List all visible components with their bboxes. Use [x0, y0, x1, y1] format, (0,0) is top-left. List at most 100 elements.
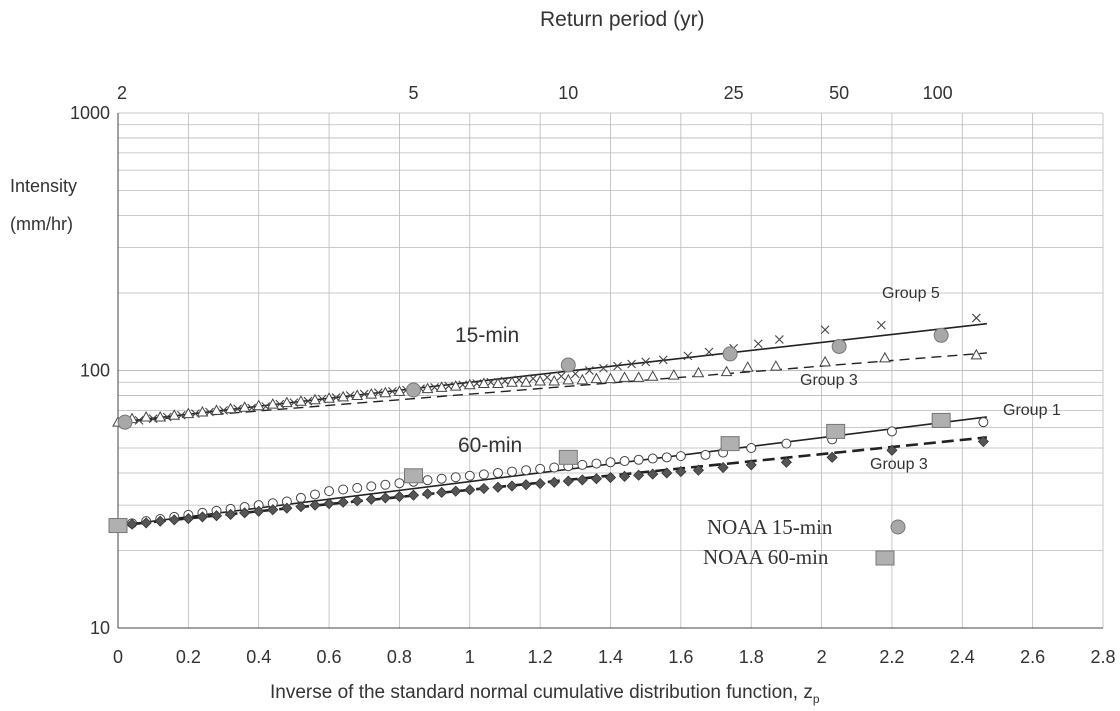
x-stroke: [641, 357, 651, 367]
data-point-diamond: [379, 492, 391, 504]
x-stroke: [486, 377, 496, 387]
data-point-circle: [605, 457, 616, 468]
data-point-diamond: [520, 479, 532, 491]
data-point-diamond: [826, 451, 838, 463]
data-point-triangle: [632, 371, 645, 382]
x-tick-label: 0.2: [176, 647, 201, 667]
top-tick-label: 100: [923, 83, 953, 103]
data-point-diamond: [562, 475, 574, 487]
data-point-x: [542, 373, 552, 382]
top-axis-title: Return period (yr): [540, 8, 705, 31]
x-tick-label: 1.4: [598, 647, 623, 667]
x-tick-label: 1: [465, 647, 475, 667]
data-point-noaa-60: [720, 436, 740, 452]
data-point-diamond: [225, 508, 237, 521]
data-point-diamond: [590, 473, 602, 485]
data-point-triangle: [168, 409, 181, 420]
data-point-noaa-60: [931, 412, 951, 428]
data-point-circle: [380, 479, 391, 490]
series-group: [108, 412, 951, 534]
top-tick-label: 10: [558, 83, 578, 103]
top-tick-label: 2: [117, 83, 127, 103]
data-point-circle: [700, 449, 711, 460]
data-point-triangle: [970, 348, 983, 360]
data-point-circle: [577, 459, 588, 470]
y-tick-label: 100: [80, 361, 110, 381]
x-stroke: [971, 313, 981, 323]
data-point-triangle: [337, 390, 349, 402]
data-point-circle: [450, 472, 461, 483]
data-point-diamond: [365, 493, 377, 505]
series-group: [117, 327, 949, 430]
x-tick-label: 1.8: [739, 647, 764, 667]
data-point-circle: [675, 451, 686, 462]
y-axis-title-line1: Intensity: [10, 176, 78, 196]
x-stroke: [345, 391, 355, 400]
data-point-noaa-15: [831, 338, 847, 354]
x-stroke: [388, 386, 397, 396]
data-point-diamond: [464, 484, 476, 496]
data-point-noaa-15: [722, 346, 738, 362]
data-point-diamond: [661, 467, 673, 479]
data-point-noaa-15: [933, 327, 949, 343]
data-point-x: [570, 369, 580, 379]
data-point-x: [876, 320, 886, 330]
data-point-circle: [633, 454, 644, 465]
annotation-group-5: Group 5: [882, 285, 940, 302]
legend-noaa-60-min: NOAA 60-min: [703, 545, 829, 569]
data-point-x: [820, 325, 830, 335]
data-point-triangle: [548, 375, 561, 386]
data-point-x: [683, 351, 693, 361]
data-point-circle: [324, 486, 335, 497]
data-point-triangle: [379, 386, 392, 398]
data-point-triangle: [478, 377, 490, 389]
data-point-x: [500, 376, 510, 386]
x-tick-label: 2: [817, 647, 827, 667]
data-point-diamond: [450, 485, 462, 497]
data-point-triangle: [692, 366, 705, 378]
data-point-circle: [535, 463, 546, 474]
data-point-diamond: [492, 481, 504, 493]
x-stroke: [599, 363, 608, 373]
data-point-triangle: [819, 355, 831, 367]
data-point-triangle: [506, 376, 518, 387]
data-point-triangle: [309, 393, 321, 405]
x-tick-label: 2.8: [1090, 647, 1115, 667]
data-point-diamond: [576, 474, 588, 486]
top-tick-label: 25: [724, 83, 744, 103]
top-tick-label: 50: [829, 83, 849, 103]
data-point-diamond: [140, 517, 152, 529]
x-tick-label: 2.2: [879, 647, 904, 667]
data-point-diamond: [154, 515, 166, 527]
data-point-x: [774, 335, 784, 344]
series-group: [120, 313, 981, 427]
x-tick-label: 0: [113, 647, 123, 667]
x-tick-label: 1.2: [528, 647, 553, 667]
data-point-circle: [478, 469, 489, 480]
data-point-triangle: [879, 351, 891, 363]
data-point-diamond: [506, 480, 518, 492]
x-stroke: [753, 339, 763, 349]
data-point-diamond: [886, 444, 898, 456]
data-point-circle: [295, 492, 306, 503]
data-point-diamond: [196, 511, 208, 523]
data-point-triangle: [210, 404, 223, 415]
data-point-triangle: [604, 372, 617, 384]
data-point-circle: [978, 417, 989, 428]
fit-line: [117, 352, 987, 423]
y-tick-label: 10: [90, 618, 110, 638]
data-point-triangle: [646, 370, 659, 381]
data-point-triangle: [266, 398, 279, 409]
top-tick-label: 5: [408, 83, 418, 103]
x-stroke: [820, 325, 830, 335]
data-point-triangle: [520, 376, 532, 387]
data-point-x: [599, 363, 608, 373]
data-point-x: [613, 361, 622, 371]
data-point-triangle: [769, 360, 782, 371]
data-point-diamond: [323, 498, 335, 510]
data-point-diamond: [675, 466, 687, 478]
data-point-triangle: [421, 382, 434, 394]
data-point-circle: [661, 452, 672, 463]
data-point-triangle: [449, 380, 462, 391]
x-stroke: [444, 381, 454, 391]
